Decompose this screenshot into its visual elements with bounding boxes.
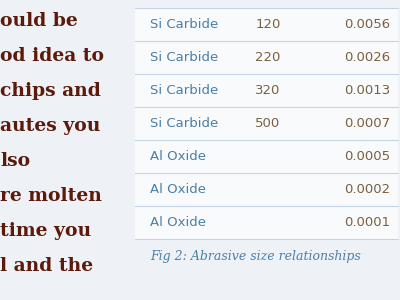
Text: 0.0005: 0.0005 <box>344 150 390 163</box>
Text: time you: time you <box>0 222 91 240</box>
Text: Si Carbide: Si Carbide <box>150 84 218 97</box>
Text: chips and: chips and <box>0 82 101 100</box>
FancyBboxPatch shape <box>135 8 398 239</box>
Text: lso: lso <box>0 152 30 170</box>
Text: l and the: l and the <box>0 257 93 275</box>
Text: 0.0007: 0.0007 <box>344 117 390 130</box>
Text: Al Oxide: Al Oxide <box>150 183 206 196</box>
Text: Si Carbide: Si Carbide <box>150 117 218 130</box>
Text: Si Carbide: Si Carbide <box>150 51 218 64</box>
Text: 0.0001: 0.0001 <box>344 216 390 229</box>
Text: 120: 120 <box>255 18 281 31</box>
Text: 0.0013: 0.0013 <box>344 84 390 97</box>
Text: 0.0056: 0.0056 <box>344 18 390 31</box>
Text: 0.0002: 0.0002 <box>344 183 390 196</box>
Text: re molten: re molten <box>0 187 102 205</box>
Text: 0.0026: 0.0026 <box>344 51 390 64</box>
Text: ould be: ould be <box>0 12 78 30</box>
Text: 220: 220 <box>255 51 281 64</box>
Text: od idea to: od idea to <box>0 47 104 65</box>
Text: Fig 2: Abrasive size relationships: Fig 2: Abrasive size relationships <box>150 250 361 263</box>
Text: Al Oxide: Al Oxide <box>150 216 206 229</box>
Text: 500: 500 <box>255 117 281 130</box>
Text: autes you: autes you <box>0 117 100 135</box>
Text: Al Oxide: Al Oxide <box>150 150 206 163</box>
Text: Si Carbide: Si Carbide <box>150 18 218 31</box>
Text: 320: 320 <box>255 84 281 97</box>
